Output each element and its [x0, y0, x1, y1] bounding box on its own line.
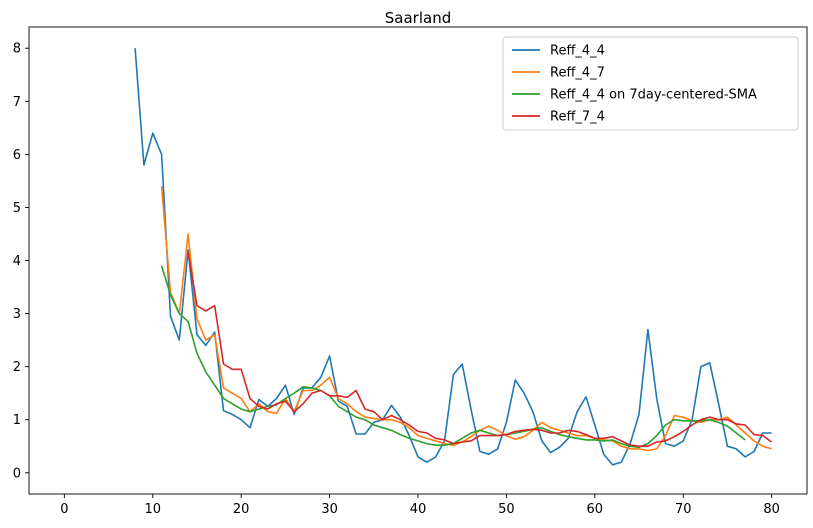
legend-label-1: Reff_4_7: [550, 66, 605, 81]
y-tick-label: 2: [13, 360, 21, 375]
legend: Reff_4_4 Reff_4_7 Reff_4_4 on 7day-centere…: [502, 36, 799, 131]
y-tick-label: 6: [13, 148, 21, 163]
x-tick-label: 50: [498, 502, 515, 517]
y-tick-label: 8: [13, 42, 21, 57]
y-tick-label: 5: [13, 201, 21, 216]
chart-title: Saarland: [385, 9, 451, 27]
series-line-3: [187, 252, 773, 448]
series-line-0: [134, 48, 772, 466]
x-tick-label: 10: [144, 502, 161, 517]
legend-frame: [502, 36, 799, 131]
x-tick-label: 80: [763, 502, 780, 517]
x-tick-label: 40: [410, 502, 427, 517]
y-tick-label: 7: [13, 95, 21, 110]
legend-label-3: Reff_7_4: [550, 110, 605, 125]
y-tick-label: 4: [13, 254, 21, 269]
legend-label-2: Reff_4_4 on 7day-centered-SMA: [550, 88, 757, 103]
x-tick-label: 20: [233, 502, 250, 517]
y-tick-label: 3: [13, 307, 21, 322]
x-axis: 0 10 20 30 40 50 60 70 80: [60, 494, 780, 517]
y-axis: 0 1 2 3 4 5 6 7 8: [13, 42, 29, 481]
plot-lines: [134, 48, 773, 466]
y-tick-label: 1: [13, 413, 21, 428]
x-tick-label: 0: [60, 502, 68, 517]
x-tick-label: 30: [321, 502, 338, 517]
y-tick-label: 0: [13, 466, 21, 481]
x-tick-label: 60: [587, 502, 604, 517]
legend-label-0: Reff_4_4: [550, 44, 605, 59]
x-tick-label: 70: [675, 502, 692, 517]
